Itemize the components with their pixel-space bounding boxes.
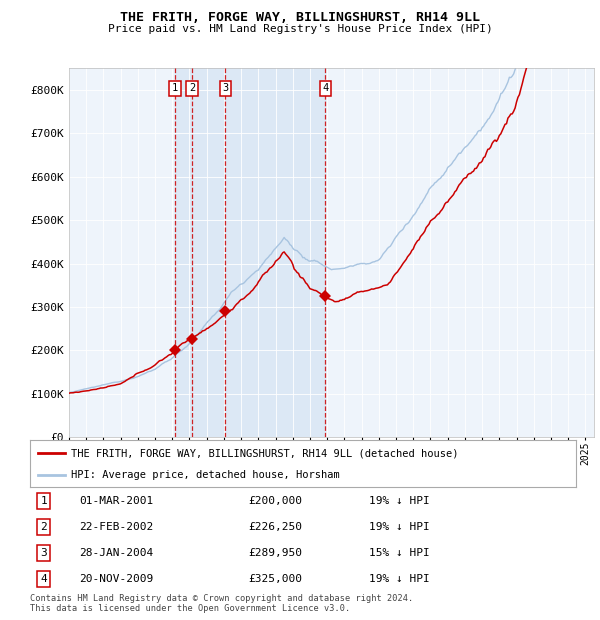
Text: 1: 1 <box>40 496 47 506</box>
Text: 19% ↓ HPI: 19% ↓ HPI <box>368 574 429 584</box>
Text: THE FRITH, FORGE WAY, BILLINGSHURST, RH14 9LL: THE FRITH, FORGE WAY, BILLINGSHURST, RH1… <box>120 11 480 24</box>
Text: 4: 4 <box>40 574 47 584</box>
Text: 01-MAR-2001: 01-MAR-2001 <box>79 496 154 506</box>
Text: 2: 2 <box>189 84 195 94</box>
Text: £325,000: £325,000 <box>248 574 302 584</box>
Text: £200,000: £200,000 <box>248 496 302 506</box>
Text: 2: 2 <box>40 522 47 532</box>
Text: 19% ↓ HPI: 19% ↓ HPI <box>368 522 429 532</box>
Text: 3: 3 <box>40 548 47 558</box>
Text: 22-FEB-2002: 22-FEB-2002 <box>79 522 154 532</box>
Text: 3: 3 <box>222 84 229 94</box>
Text: 4: 4 <box>322 84 328 94</box>
Bar <box>175 68 325 437</box>
Text: 20-NOV-2009: 20-NOV-2009 <box>79 574 154 584</box>
Text: £226,250: £226,250 <box>248 522 302 532</box>
Text: This data is licensed under the Open Government Licence v3.0.: This data is licensed under the Open Gov… <box>30 604 350 613</box>
Text: 1: 1 <box>172 84 178 94</box>
Text: Price paid vs. HM Land Registry's House Price Index (HPI): Price paid vs. HM Land Registry's House … <box>107 24 493 33</box>
Text: 19% ↓ HPI: 19% ↓ HPI <box>368 496 429 506</box>
Text: 15% ↓ HPI: 15% ↓ HPI <box>368 548 429 558</box>
Text: THE FRITH, FORGE WAY, BILLINGSHURST, RH14 9LL (detached house): THE FRITH, FORGE WAY, BILLINGSHURST, RH1… <box>71 448 458 458</box>
Text: £289,950: £289,950 <box>248 548 302 558</box>
Text: 28-JAN-2004: 28-JAN-2004 <box>79 548 154 558</box>
Text: Contains HM Land Registry data © Crown copyright and database right 2024.: Contains HM Land Registry data © Crown c… <box>30 594 413 603</box>
Text: HPI: Average price, detached house, Horsham: HPI: Average price, detached house, Hors… <box>71 470 340 480</box>
